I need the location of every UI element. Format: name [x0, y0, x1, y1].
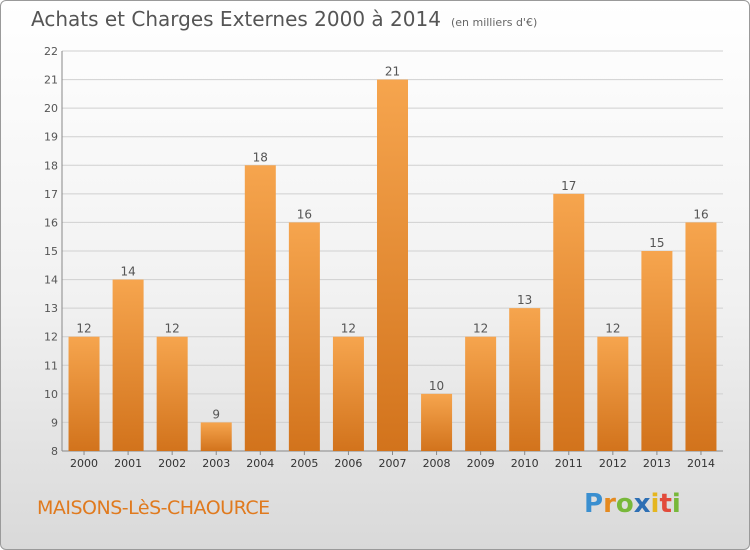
y-tick-label: 20: [44, 102, 58, 115]
bar-value-label: 12: [165, 322, 180, 336]
x-tick-label: 2009: [467, 457, 495, 470]
y-tick-label: 18: [44, 159, 58, 172]
bar-value-label: 16: [297, 207, 312, 221]
bar-2006: [332, 336, 364, 451]
x-tick-label: 2008: [423, 457, 451, 470]
bar-2010: [509, 308, 541, 451]
bar-value-label: 9: [212, 407, 220, 421]
bar-2008: [421, 393, 453, 451]
y-tick-label: 17: [44, 188, 58, 201]
bar-value-label: 12: [341, 322, 356, 336]
y-tick-label: 19: [44, 131, 58, 144]
bar-2012: [597, 336, 629, 451]
bar-value-label: 16: [693, 207, 708, 221]
bar-2009: [465, 336, 497, 451]
x-tick-label: 2013: [643, 457, 671, 470]
x-tick-label: 2005: [290, 457, 318, 470]
bar-2014: [685, 222, 717, 451]
y-tick-label: 8: [51, 445, 58, 458]
y-tick-label: 22: [44, 45, 58, 58]
y-tick-label: 14: [44, 274, 58, 287]
bar-value-label: 12: [473, 322, 488, 336]
x-tick-label: 2014: [687, 457, 715, 470]
x-tick-label: 2000: [70, 457, 98, 470]
y-tick-label: 12: [44, 331, 58, 344]
chart-title-text: Achats et Charges Externes 2000 à 2014: [31, 7, 441, 31]
place-name: MAISONS-LèS-CHAOURCE: [37, 497, 270, 519]
y-tick-label: 11: [44, 359, 58, 372]
bar-value-label: 14: [120, 265, 135, 279]
x-tick-label: 2007: [379, 457, 407, 470]
x-tick-label: 2011: [555, 457, 583, 470]
logo-letter: x: [633, 489, 651, 519]
bar-2013: [641, 251, 673, 451]
bar-2005: [288, 222, 320, 451]
y-tick-label: 16: [44, 216, 58, 229]
bar-value-label: 17: [561, 179, 576, 193]
y-tick-label: 10: [44, 388, 58, 401]
x-tick-label: 2006: [334, 457, 362, 470]
bar-2000: [68, 336, 100, 451]
logo-letter: i: [650, 489, 660, 519]
y-tick-label: 21: [44, 74, 58, 87]
chart-unit: (en milliers d'€): [450, 16, 538, 29]
bar-2011: [553, 193, 585, 451]
bar-value-label: 12: [605, 322, 620, 336]
x-tick-label: 2004: [246, 457, 274, 470]
bar-2001: [112, 279, 144, 451]
bar-2004: [244, 165, 276, 452]
bar-value-label: 15: [649, 236, 664, 250]
x-tick-label: 2003: [202, 457, 230, 470]
x-tick-label: 2001: [114, 457, 142, 470]
x-tick-label: 2010: [511, 457, 539, 470]
y-tick-label: 15: [44, 245, 58, 258]
x-tick-label: 2012: [599, 457, 627, 470]
bar-value-label: 12: [76, 322, 91, 336]
bar-2003: [200, 422, 232, 451]
logo-letter: r: [603, 489, 616, 519]
logo-letter: P: [584, 489, 604, 519]
x-tick-label: 2002: [158, 457, 186, 470]
chart-title: Achats et Charges Externes 2000 à 2014 (e…: [31, 7, 537, 31]
y-tick-label: 13: [44, 302, 58, 315]
bar-2007: [377, 79, 408, 452]
bar-value-label: 18: [253, 150, 268, 164]
logo-letter: i: [671, 489, 681, 519]
bar-value-label: 13: [517, 293, 532, 307]
logo-letter: o: [615, 489, 634, 519]
logo-letter: t: [659, 489, 672, 519]
bar-value-label: 10: [429, 379, 444, 393]
proxiti-logo[interactable]: Proxiti: [584, 489, 681, 519]
bar-2002: [156, 336, 188, 451]
y-tick-label: 9: [51, 416, 58, 429]
bar-value-label: 21: [385, 65, 400, 79]
